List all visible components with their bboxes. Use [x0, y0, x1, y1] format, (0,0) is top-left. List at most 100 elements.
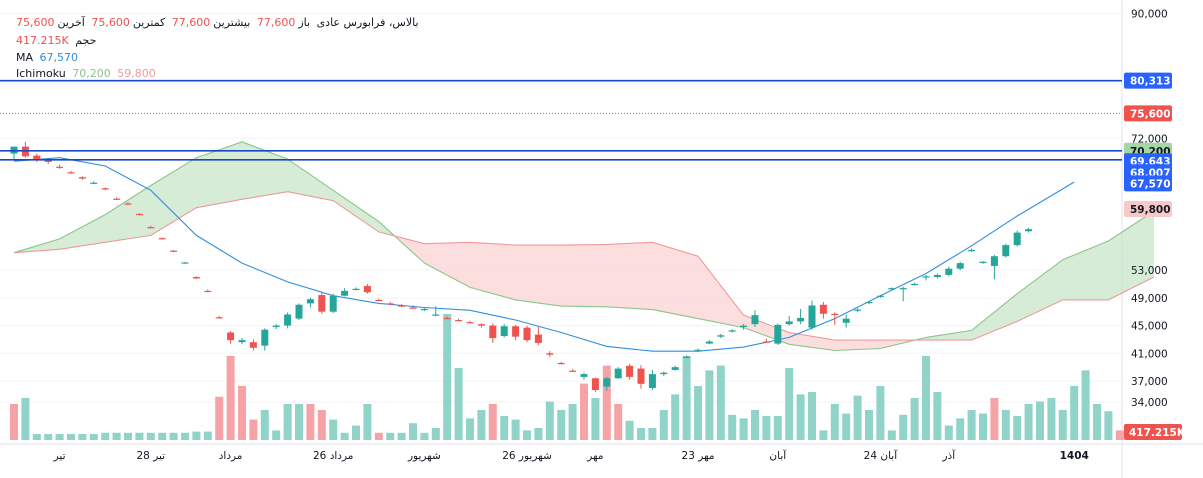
candle-body	[352, 288, 360, 291]
ma-label: MA	[16, 51, 34, 64]
x-tick-label: تیر	[53, 450, 66, 462]
volume-bar	[910, 398, 919, 440]
volume-bar	[1070, 386, 1079, 440]
candle-body	[170, 250, 178, 252]
candle	[512, 324, 520, 341]
candle	[523, 325, 531, 343]
ichimoku-span-a-value: 70,200	[72, 67, 111, 80]
candle-body	[363, 286, 371, 293]
volume-bar	[55, 434, 64, 440]
volume-bar	[340, 432, 349, 440]
indicator-lines	[13, 141, 1155, 352]
candle-body	[683, 356, 691, 358]
price-tags: 80,31375,60070,20069,64368,00767,57059,8…	[1124, 72, 1186, 440]
candle	[683, 355, 691, 359]
close-label: آخرین	[57, 16, 85, 29]
close-value: 75,600	[16, 16, 55, 29]
candle-body	[911, 283, 919, 286]
candle	[1025, 227, 1033, 233]
candle	[215, 315, 223, 319]
candle-body	[626, 365, 634, 377]
candle-body	[386, 303, 394, 305]
candle	[238, 338, 246, 345]
candle-body	[534, 334, 542, 343]
candle-body	[101, 188, 109, 190]
candle	[922, 274, 930, 281]
candle	[671, 365, 679, 371]
volume-bar	[739, 418, 748, 440]
candle	[717, 333, 725, 339]
volume-bar	[500, 416, 509, 440]
candle	[272, 324, 280, 330]
volume-bar	[78, 434, 87, 440]
horizontal-lines[interactable]	[0, 79, 1122, 161]
volume-bar	[557, 410, 566, 440]
candle-body	[306, 299, 314, 304]
candle	[557, 361, 565, 365]
ohlc-legend: بالاس، فرابورس عادی باز77,600 بیشترین77,…	[16, 15, 422, 30]
candle	[933, 273, 941, 279]
x-tick-label: 24 آبان	[864, 449, 899, 462]
candle-body	[990, 256, 998, 266]
candle	[956, 261, 964, 271]
candle-body	[648, 374, 656, 388]
candle	[341, 288, 349, 297]
volume-bar	[773, 416, 782, 440]
volume-bar	[899, 414, 908, 440]
candle	[648, 369, 656, 391]
y-tick-label: 41,000	[1131, 348, 1168, 360]
volume-bar	[101, 432, 110, 440]
volume-bar	[124, 432, 132, 440]
x-tick-label: 1404	[1060, 450, 1089, 462]
y-tick-label: 49,000	[1131, 293, 1168, 305]
kumo-bearish	[395, 236, 915, 351]
candle	[375, 298, 383, 302]
candle	[249, 339, 257, 351]
volume-bar	[169, 432, 178, 440]
volume-bar	[238, 386, 246, 440]
candle	[10, 146, 18, 160]
candle	[808, 300, 816, 330]
volume-bar	[716, 365, 725, 440]
candle-body	[831, 313, 839, 315]
candle-body	[44, 160, 52, 162]
candle	[626, 363, 634, 380]
volume-bar	[1115, 430, 1124, 440]
candle	[534, 326, 542, 345]
price-tag-bg	[1124, 72, 1172, 89]
volume-bar	[226, 356, 235, 440]
price-axis[interactable]: 90,000 72,000 53,000 49,000 45,000 41,000 37,0…	[1131, 8, 1168, 408]
candle	[170, 249, 178, 253]
volume-bar	[1024, 404, 1033, 440]
candle	[227, 331, 235, 344]
volume-tag-bg	[1124, 424, 1182, 440]
candle	[306, 297, 314, 308]
candle	[318, 292, 326, 314]
candle-body	[341, 290, 349, 296]
volume-bar	[819, 430, 828, 440]
time-axis[interactable]: تیر 28 تیر مرداد 26 مرداد شهریور 26 شهریور مهر…	[53, 449, 1089, 462]
candle	[762, 338, 770, 343]
candle-body	[603, 378, 611, 387]
volume-bar	[431, 428, 440, 440]
volume-bar	[523, 430, 531, 440]
volume-bar	[785, 368, 794, 440]
volume-bar	[21, 398, 30, 440]
volume-bar	[979, 413, 987, 440]
price-tag-label: 59,800	[1130, 204, 1171, 216]
candle-body	[717, 335, 725, 337]
open-value: 77,600	[256, 16, 296, 29]
ichimoku-label: Ichimoku	[16, 67, 66, 80]
volume-bar	[876, 386, 885, 440]
price-tag-blue: 80,313	[1124, 72, 1172, 89]
moving-average-line	[13, 157, 1075, 352]
candle	[888, 287, 896, 291]
candle-body	[808, 305, 816, 328]
volume-bar	[352, 425, 360, 440]
candle	[945, 266, 953, 277]
candle	[865, 301, 873, 305]
volume-bar	[602, 365, 611, 440]
candle	[500, 324, 508, 338]
y-tick-label: 53,000	[1131, 265, 1168, 277]
